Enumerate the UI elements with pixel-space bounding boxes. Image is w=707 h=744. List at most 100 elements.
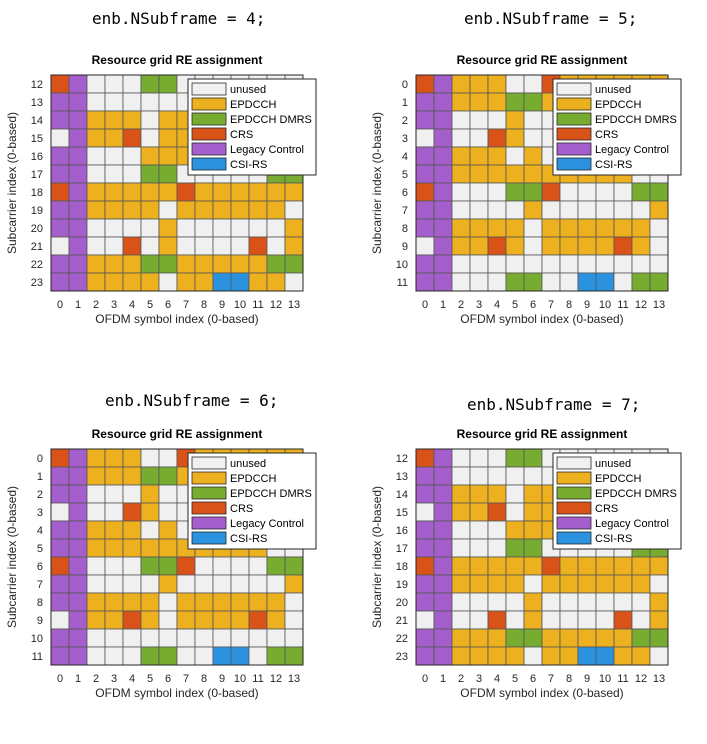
- grid-cell: [194, 574, 214, 594]
- grid-cell: [487, 200, 507, 220]
- grid-cell: [140, 484, 160, 504]
- grid-cell: [68, 646, 88, 666]
- grid-cell: [86, 200, 106, 220]
- grid-cell: [140, 466, 160, 486]
- y-tick-label: 13: [396, 471, 408, 483]
- grid-cell: [451, 520, 471, 540]
- grid-cell: [266, 200, 286, 220]
- grid-cell: [266, 236, 286, 256]
- grid-cell: [212, 272, 232, 292]
- grid-cell: [140, 272, 160, 292]
- grid-cell: [104, 610, 124, 630]
- legend-label: Legacy Control: [595, 144, 669, 156]
- grid-cell: [613, 254, 633, 274]
- grid-cell: [104, 646, 124, 666]
- x-tick-label: 8: [201, 673, 207, 685]
- grid-cell: [613, 200, 633, 220]
- grid-cell: [451, 74, 471, 94]
- grid-cell: [631, 556, 651, 576]
- x-tick-label: 8: [566, 673, 572, 685]
- grid-cell: [523, 164, 543, 184]
- grid-cell: [248, 200, 268, 220]
- y-tick-label: 3: [402, 133, 408, 145]
- x-tick-label: 2: [93, 299, 99, 311]
- grid-cell: [140, 110, 160, 130]
- grid-cell: [649, 272, 669, 292]
- grid-cell: [523, 556, 543, 576]
- grid-cell: [469, 520, 489, 540]
- legend-swatch: [191, 516, 227, 530]
- grid-cell: [523, 466, 543, 486]
- grid-cell: [433, 556, 453, 576]
- grid-cell: [50, 200, 70, 220]
- grid-cell: [122, 538, 142, 558]
- grid-cell: [176, 646, 196, 666]
- grid-cell: [451, 574, 471, 594]
- legend-label: CSI-RS: [230, 159, 267, 171]
- grid-cell: [613, 556, 633, 576]
- grid-cell: [194, 592, 214, 612]
- grid-cell: [68, 236, 88, 256]
- y-axis-label: Subcarrier index (0-based): [5, 486, 19, 628]
- grid-cell: [559, 272, 579, 292]
- grid-cell: [433, 574, 453, 594]
- grid-cell: [505, 502, 525, 522]
- grid-cell: [595, 254, 615, 274]
- grid-cell: [158, 254, 178, 274]
- grid-cell: [68, 502, 88, 522]
- grid-cell: [541, 628, 561, 648]
- grid-cell: [140, 254, 160, 274]
- grid-cell: [451, 236, 471, 256]
- grid-cell: [230, 574, 250, 594]
- grid-cell: [212, 610, 232, 630]
- y-tick-label: 20: [31, 223, 43, 235]
- legend-swatch: [556, 142, 592, 156]
- legend-label: CSI-RS: [595, 533, 632, 545]
- grid-cell: [104, 236, 124, 256]
- grid-cell: [559, 610, 579, 630]
- grid-cell: [140, 164, 160, 184]
- grid-cell: [487, 628, 507, 648]
- grid-cell: [469, 484, 489, 504]
- grid-cell: [523, 74, 543, 94]
- legend-swatch: [191, 471, 227, 485]
- y-tick-label: 9: [402, 241, 408, 253]
- y-tick-label: 17: [31, 169, 43, 181]
- legend-swatch: [191, 501, 227, 515]
- grid-cell: [469, 236, 489, 256]
- legend-label: Legacy Control: [230, 144, 304, 156]
- legend-swatch: [556, 516, 592, 530]
- grid-cell: [194, 556, 214, 576]
- grid-cell: [433, 448, 453, 468]
- grid-cell: [415, 272, 435, 292]
- legend-label: CSI-RS: [230, 533, 267, 545]
- x-tick-label: 0: [422, 673, 428, 685]
- grid-cell: [230, 556, 250, 576]
- grid-cell: [86, 520, 106, 540]
- grid-cell: [523, 484, 543, 504]
- legend-label: CRS: [230, 129, 253, 141]
- grid-cell: [415, 556, 435, 576]
- y-tick-label: 19: [396, 579, 408, 591]
- x-tick-label: 6: [165, 673, 171, 685]
- y-axis-label: Subcarrier index (0-based): [370, 486, 384, 628]
- grid-cell: [433, 646, 453, 666]
- grid-cell: [649, 556, 669, 576]
- legend-swatch: [191, 157, 227, 171]
- x-tick-label: 9: [219, 299, 225, 311]
- grid-cell: [541, 200, 561, 220]
- grid-cell: [158, 92, 178, 112]
- grid-cell: [469, 92, 489, 112]
- grid-cell: [415, 164, 435, 184]
- grid-cell: [158, 484, 178, 504]
- grid-cell: [505, 164, 525, 184]
- grid-cell: [487, 272, 507, 292]
- y-tick-label: 23: [31, 277, 43, 289]
- grid-cell: [415, 236, 435, 256]
- grid-cell: [230, 592, 250, 612]
- grid-cell: [541, 254, 561, 274]
- grid-cell: [505, 484, 525, 504]
- grid-cell: [50, 592, 70, 612]
- grid-cell: [50, 556, 70, 576]
- grid-cell: [176, 182, 196, 202]
